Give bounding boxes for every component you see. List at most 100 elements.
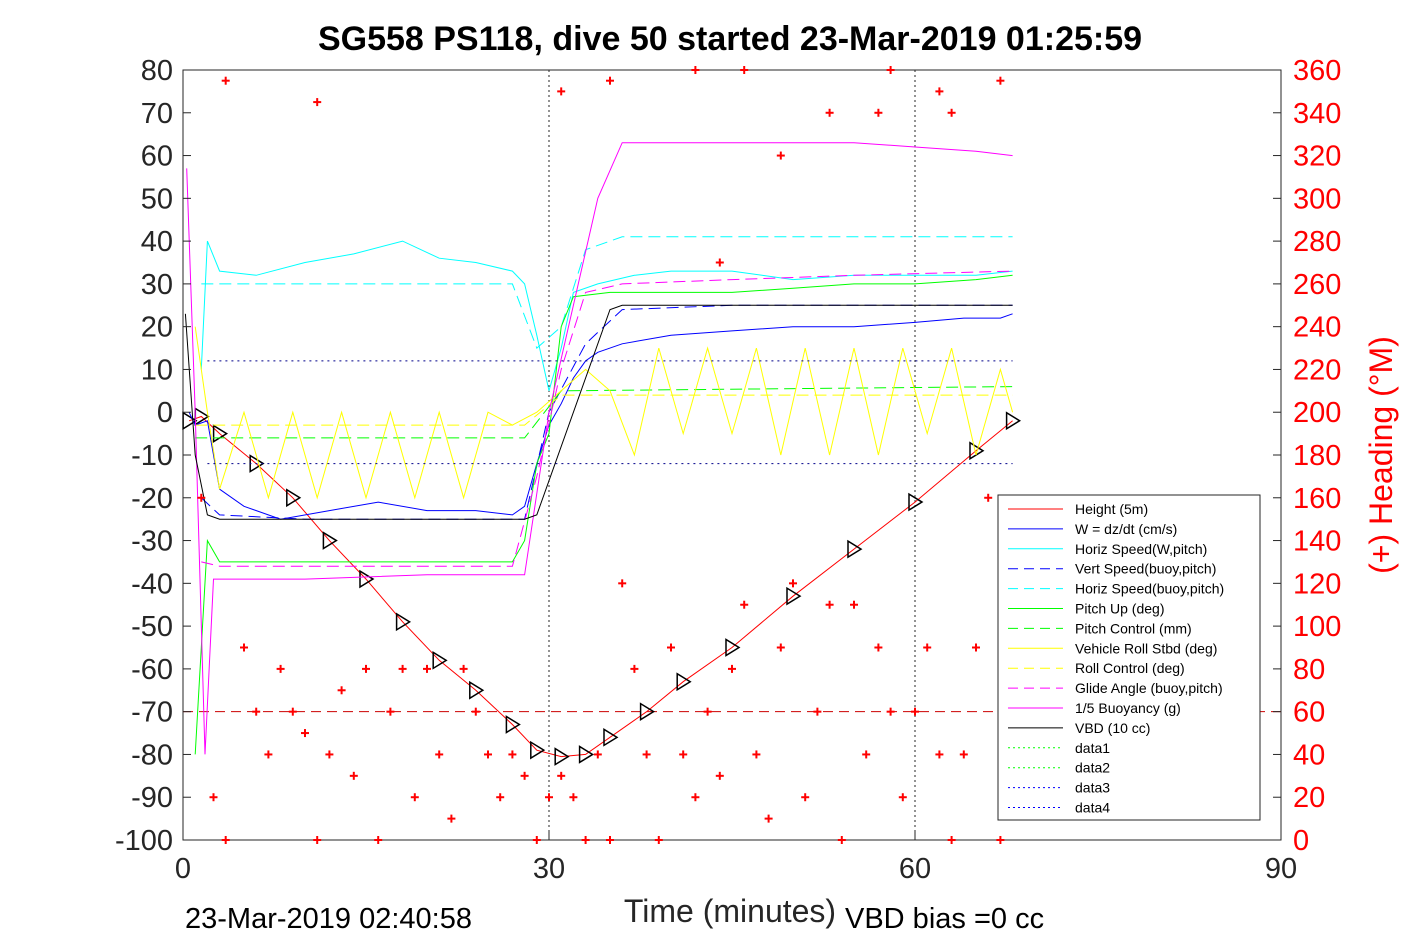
heading-marker bbox=[520, 771, 529, 780]
heading-marker bbox=[886, 66, 895, 74]
heading-marker bbox=[593, 750, 602, 759]
heading-marker bbox=[569, 793, 578, 802]
heading-marker bbox=[911, 707, 919, 716]
heading-marker bbox=[398, 664, 407, 673]
y-tick-label: -90 bbox=[131, 782, 173, 814]
y2-tick-label: 300 bbox=[1293, 183, 1341, 215]
y-tick-label: 40 bbox=[141, 226, 173, 258]
heading-marker bbox=[837, 836, 846, 844]
legend-label: Glide Angle (buoy,pitch) bbox=[1075, 680, 1223, 696]
y2-tick-label: 340 bbox=[1293, 98, 1341, 130]
y2-tick-label: 200 bbox=[1293, 397, 1341, 429]
legend-label: data1 bbox=[1075, 740, 1110, 756]
x-axis-label: Time (minutes) bbox=[624, 893, 836, 929]
y2-tick-label: 60 bbox=[1293, 697, 1325, 729]
heading-marker bbox=[935, 87, 944, 96]
heading-marker bbox=[423, 664, 431, 673]
heading-marker bbox=[789, 579, 797, 588]
legend-label: Roll Control (deg) bbox=[1075, 660, 1185, 676]
y-tick-label: -30 bbox=[131, 526, 173, 558]
heading-marker bbox=[386, 707, 395, 716]
heading-marker bbox=[276, 664, 285, 673]
y2-tick-label: 260 bbox=[1293, 269, 1341, 301]
y-tick-label: 70 bbox=[141, 98, 173, 130]
y-axis-left-ticks: 80 70 60 50 40 30 20 10 0 -10 -20 -30 -40 -50 -60 -70 -8… bbox=[115, 55, 191, 857]
heading-marker bbox=[557, 87, 566, 96]
y2-tick-label: 120 bbox=[1293, 568, 1341, 600]
height-marker bbox=[1005, 411, 1022, 431]
heading-marker bbox=[959, 750, 968, 759]
y2-tick-label: 0 bbox=[1293, 825, 1309, 857]
heading-marker bbox=[374, 836, 383, 844]
height-marker bbox=[786, 586, 802, 606]
height-marker bbox=[286, 488, 302, 508]
y2-tick-label: 40 bbox=[1293, 739, 1325, 771]
heading-marker bbox=[349, 771, 358, 780]
heading-marker bbox=[471, 707, 480, 716]
y2-tick-label: 160 bbox=[1293, 483, 1341, 515]
heading-marker bbox=[947, 108, 956, 117]
heading-marker bbox=[996, 76, 1005, 85]
legend-label: 1/5 Buoyancy (g) bbox=[1075, 700, 1181, 716]
heading-marker bbox=[825, 108, 834, 117]
series-line-hbuoy bbox=[201, 236, 1013, 349]
chart-title: SG558 PS118, dive 50 started 23-Mar-2019… bbox=[318, 20, 1142, 58]
heading-marker bbox=[435, 750, 444, 759]
x-tick-label: 0 bbox=[175, 853, 191, 885]
legend-label: Vehicle Roll Stbd (deg) bbox=[1075, 640, 1217, 656]
legend-label: Height (5m) bbox=[1075, 501, 1148, 517]
heading-marker bbox=[679, 750, 688, 759]
height-marker bbox=[554, 747, 570, 766]
height-marker bbox=[578, 745, 595, 764]
y2-tick-label: 220 bbox=[1293, 354, 1341, 386]
heading-marker bbox=[740, 66, 749, 74]
height-marker bbox=[676, 672, 692, 692]
footer-vbd-bias: VBD bias =0 cc bbox=[845, 903, 1044, 935]
heading-marker bbox=[532, 836, 541, 844]
height-marker bbox=[530, 740, 546, 760]
legend-label: data2 bbox=[1075, 760, 1110, 776]
height-marker bbox=[603, 727, 619, 747]
heading-marker bbox=[325, 750, 334, 759]
height-marker bbox=[908, 492, 924, 512]
heading-marker bbox=[850, 600, 858, 609]
heading-marker bbox=[221, 836, 230, 844]
heading-marker bbox=[776, 643, 785, 652]
y-axis-right-ticks: 3603403203002802602402202001801601401201… bbox=[1273, 55, 1341, 857]
y-tick-label: 80 bbox=[141, 55, 173, 87]
series-layer bbox=[182, 66, 1022, 844]
y-tick-label: -20 bbox=[131, 483, 173, 515]
heading-marker bbox=[209, 793, 218, 802]
legend-label: W = dz/dt (cm/s) bbox=[1075, 521, 1177, 537]
y-tick-label: 50 bbox=[141, 183, 173, 215]
heading-marker bbox=[703, 707, 712, 716]
y-tick-label: -60 bbox=[131, 654, 173, 686]
heading-marker bbox=[801, 793, 810, 802]
y-tick-label: 60 bbox=[141, 141, 173, 173]
legend-label: VBD (10 cc) bbox=[1075, 720, 1150, 736]
heading-marker bbox=[606, 76, 614, 85]
heading-marker bbox=[715, 258, 724, 267]
height-marker bbox=[182, 411, 198, 431]
legend-label: Horiz Speed(buoy,pitch) bbox=[1075, 581, 1224, 597]
heading-marker bbox=[886, 707, 895, 716]
heading-marker bbox=[410, 793, 419, 802]
y2-tick-label: 360 bbox=[1293, 55, 1341, 87]
heading-marker bbox=[197, 493, 206, 502]
heading-marker bbox=[935, 750, 944, 759]
series-line-roll bbox=[194, 326, 1014, 500]
heading-marker bbox=[776, 151, 785, 160]
y-tick-label: -100 bbox=[115, 825, 173, 857]
y-tick-label: -80 bbox=[131, 739, 173, 771]
series-line-horiz bbox=[200, 240, 1013, 391]
heading-marker bbox=[972, 643, 980, 652]
heading-marker bbox=[813, 707, 822, 716]
height-marker bbox=[322, 531, 338, 550]
series-line-pitchctl bbox=[195, 386, 1013, 439]
heading-marker bbox=[240, 643, 248, 652]
height-marker bbox=[432, 650, 448, 670]
heading-marker bbox=[581, 836, 590, 844]
legend-label: data4 bbox=[1075, 800, 1110, 816]
heading-marker bbox=[301, 729, 309, 738]
